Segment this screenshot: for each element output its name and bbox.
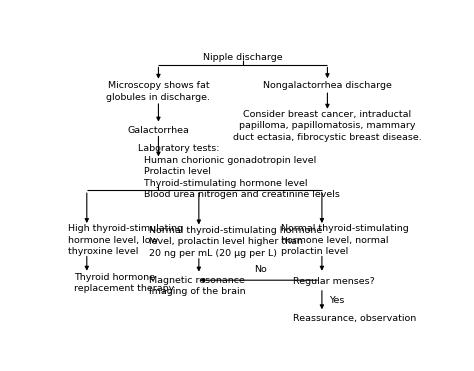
Text: Laboratory tests:
  Human chorionic gonadotropin level
  Prolactin level
  Thyro: Laboratory tests: Human chorionic gonado…: [138, 144, 340, 199]
Text: Normal thyroid-stimulating hormone
level, prolactin level higher than
20 ng per : Normal thyroid-stimulating hormone level…: [149, 226, 322, 257]
Text: Microscopy shows fat
globules in discharge.: Microscopy shows fat globules in dischar…: [107, 81, 210, 102]
Text: Nipple discharge: Nipple discharge: [203, 53, 283, 62]
Text: Galactorrhea: Galactorrhea: [128, 126, 190, 135]
Text: Consider breast cancer, intraductal
papilloma, papillomatosis, mammary
duct ecta: Consider breast cancer, intraductal papi…: [233, 110, 422, 142]
Text: Thyroid hormone
replacement therapy: Thyroid hormone replacement therapy: [74, 273, 174, 293]
Text: Regular menses?: Regular menses?: [292, 277, 374, 286]
Text: Magnetic resonance
imaging of the brain: Magnetic resonance imaging of the brain: [149, 276, 246, 296]
Text: Nongalactorrhea discharge: Nongalactorrhea discharge: [263, 82, 392, 91]
Text: Yes: Yes: [329, 296, 345, 305]
Text: High thyroid-stimulating
hormone level, low
thyroxine level: High thyroid-stimulating hormone level, …: [68, 224, 183, 256]
Text: Reassurance, observation: Reassurance, observation: [292, 314, 416, 323]
Text: No: No: [254, 266, 267, 275]
Text: Normal thyroid-stimulating
hormone level, normal
prolactin level: Normal thyroid-stimulating hormone level…: [282, 224, 409, 256]
